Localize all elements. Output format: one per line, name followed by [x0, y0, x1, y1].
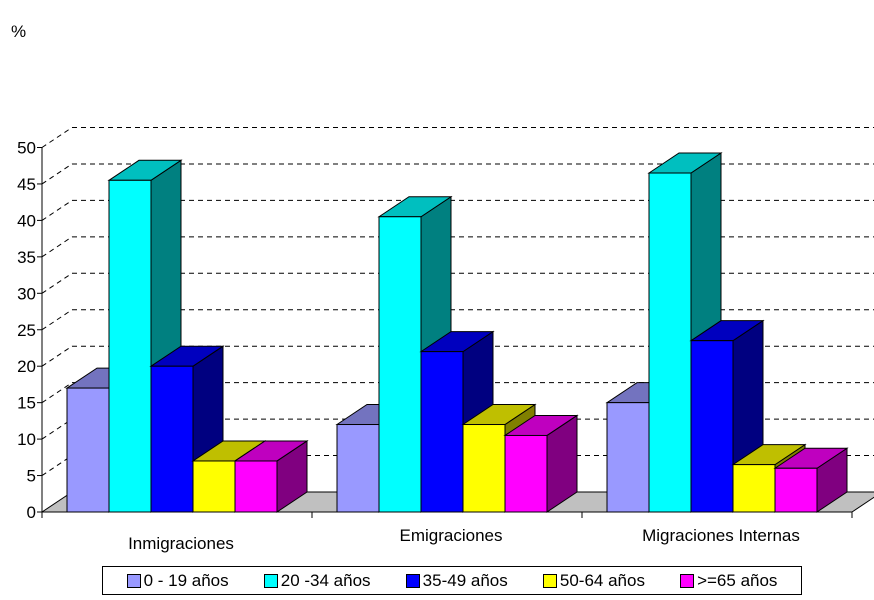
legend-item: 35-49 años — [405, 570, 508, 591]
y-tick-label: 25 — [17, 321, 36, 340]
y-tick-label: 30 — [17, 284, 36, 303]
bar-front-face — [462, 424, 506, 513]
y-axis-ticks: 0 5 10 15 20 25 30 35 40 45 50 — [17, 139, 42, 522]
gridline-connector — [41, 382, 73, 404]
y-tick-label: 15 — [17, 394, 36, 413]
y-tick-label: 35 — [17, 248, 36, 267]
bar-front-face — [234, 460, 278, 513]
legend-swatch — [542, 573, 557, 588]
legend-swatch — [405, 573, 420, 588]
x-category-label: Emigraciones — [400, 526, 503, 545]
gridline-connector — [41, 236, 73, 258]
gridline-connector — [41, 127, 73, 148]
x-category-label: Migraciones Internas — [642, 526, 800, 545]
legend-swatch — [680, 573, 695, 588]
legend-label: 50-64 años — [559, 570, 645, 590]
gridline-connector — [41, 199, 73, 221]
bar-front-face — [648, 172, 692, 513]
y-tick-label: 5 — [27, 467, 36, 486]
bar-front-face — [66, 387, 110, 513]
legend-swatch — [263, 573, 278, 588]
y-tick-label: 20 — [17, 357, 36, 376]
legend-item: 20 -34 años — [263, 570, 371, 591]
gridline-connector — [41, 272, 73, 294]
y-tick-label: 45 — [17, 175, 36, 194]
legend-label: 0 - 19 años — [143, 570, 229, 590]
legend-item: >=65 años — [680, 571, 777, 591]
bars — [65, 152, 849, 513]
bar-front-face — [420, 351, 464, 513]
bar — [377, 195, 453, 513]
legend-swatch — [126, 573, 141, 588]
x-axis-labels: Inmigraciones Emigraciones Migraciones Int… — [128, 526, 800, 553]
y-tick-label: 10 — [17, 430, 36, 449]
y-axis-label: % — [11, 22, 26, 41]
gridline-connector — [41, 345, 73, 367]
legend-item: 0 - 19 años — [126, 570, 229, 591]
bar-front-face — [336, 424, 380, 513]
bar-front-face — [774, 467, 818, 513]
y-tick-label: 0 — [27, 503, 36, 522]
legend-label: >=65 años — [697, 570, 778, 590]
bar-front-face — [108, 179, 152, 513]
x-category-label: Inmigraciones — [128, 534, 234, 553]
bar — [773, 447, 849, 513]
gridline-connector — [41, 163, 73, 185]
gridline-connector — [41, 309, 73, 331]
legend-label: 20 -34 años — [280, 570, 371, 590]
bar — [233, 440, 309, 513]
bar-front-face — [690, 340, 734, 513]
y-tick-label: 50 — [17, 139, 36, 158]
legend-item: 50-64 años — [542, 570, 645, 591]
bar-front-face — [192, 460, 236, 513]
y-tick-label: 40 — [17, 211, 36, 230]
bar-front-face — [732, 464, 776, 513]
bar-front-face — [606, 402, 650, 513]
legend-label: 35-49 años — [422, 570, 508, 590]
bar — [503, 414, 579, 513]
bar-front-face — [378, 216, 422, 513]
legend: 0 - 19 años 20 -34 años 35-49 años 50-64 añ… — [102, 566, 802, 595]
bar-front-face — [504, 434, 548, 513]
bar-front-face — [150, 365, 194, 513]
